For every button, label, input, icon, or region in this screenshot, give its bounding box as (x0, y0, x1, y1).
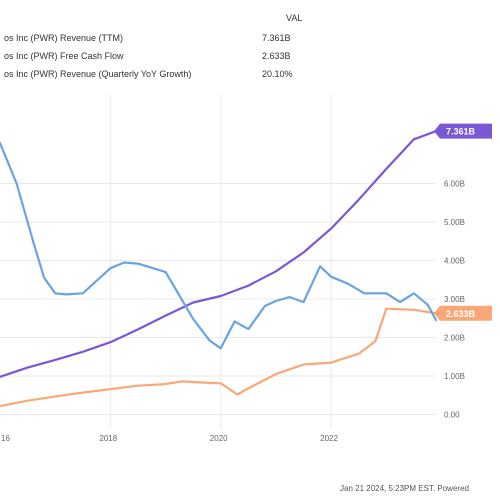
legend-header: VAL (286, 13, 302, 23)
grid (0, 95, 436, 428)
revenue-ttm-badge: 7.361B (434, 123, 492, 139)
footer-timestamp: Jan 21 2024, 5:23PM EST. Powered (340, 484, 469, 493)
y-tick-label: 5.00B (444, 218, 465, 227)
revenue-ttm-line (0, 130, 438, 378)
badge-label: 7.361B (446, 127, 476, 137)
y-axis: 0.00 1.00B 2.00B 3.00B 4.00B 5.00B 6.00B (444, 180, 465, 420)
series-layer (0, 130, 438, 408)
legend-value-revenue-ttm: 7.361B (262, 33, 291, 43)
y-tick-label: 0.00 (444, 411, 460, 420)
y-tick-label: 1.00B (444, 372, 465, 381)
badge-shape (434, 123, 492, 139)
x-axis: 16 2018 2020 2022 (1, 434, 338, 443)
badge-label: 2.633B (446, 309, 476, 319)
x-tick-label: 2020 (210, 434, 228, 443)
legend-label-revenue-growth: os Inc (PWR) Revenue (Quarterly YoY Grow… (4, 69, 191, 79)
free-cash-flow-line (0, 307, 438, 408)
legend-value-free-cash-flow: 2.633B (262, 51, 291, 61)
badges: 7.361B 2.633B (434, 123, 492, 321)
y-tick-label: 2.00B (444, 334, 465, 343)
badge-shape (434, 305, 492, 321)
revenue-growth-line (0, 142, 438, 350)
legend-label-free-cash-flow: os Inc (PWR) Free Cash Flow (4, 51, 124, 61)
y-tick-label: 3.00B (444, 295, 465, 304)
x-tick-label: 2018 (99, 434, 117, 443)
x-tick-label: 16 (1, 434, 10, 443)
free-cash-flow-badge: 2.633B (434, 305, 492, 321)
y-tick-label: 6.00B (444, 180, 465, 189)
legend-value-revenue-growth: 20.10% (262, 69, 293, 79)
legend: VAL os Inc (PWR) Revenue (TTM) 7.361B os… (4, 13, 302, 79)
x-tick-label: 2022 (320, 434, 338, 443)
y-tick-label: 4.00B (444, 257, 465, 266)
legend-label-revenue-ttm: os Inc (PWR) Revenue (TTM) (4, 33, 123, 43)
